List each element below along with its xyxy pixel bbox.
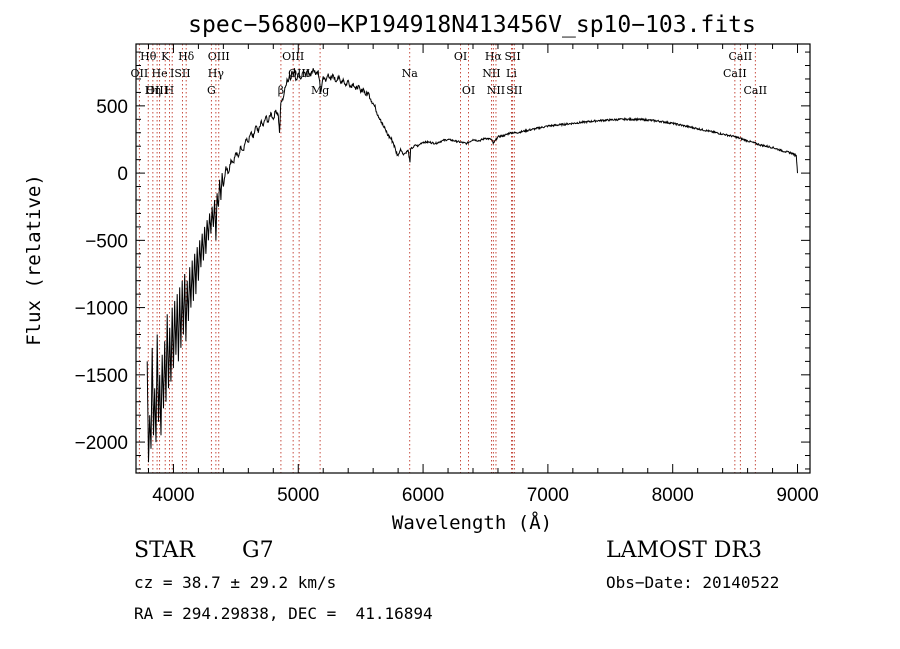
line-label-19: OI xyxy=(462,84,475,97)
axes: 4000 5000 6000 7000 8000 9000−2000−1500−1000−… xyxy=(75,43,819,506)
x-tick-label-7000: 7000 xyxy=(527,485,569,506)
series-line-0 xyxy=(146,68,798,463)
line-label-25: SII xyxy=(506,84,522,97)
line-label-13: OIII xyxy=(282,50,304,63)
y-axis-label: Flux (relative) xyxy=(23,174,45,346)
line-label-5: Hη xyxy=(145,84,161,97)
line-label-8: I xyxy=(170,67,174,80)
plot-frame xyxy=(135,43,811,474)
line-label-21: SII xyxy=(504,50,520,63)
line-label-6: H xyxy=(165,84,175,97)
y-tick-label--1000: −1000 xyxy=(75,299,128,320)
line-label-18: OI xyxy=(454,50,467,63)
obs-date: Obs−Date: 20140522 xyxy=(606,573,780,592)
x-tick-label-8000: 8000 xyxy=(652,485,694,506)
survey-name: LAMOST DR3 xyxy=(606,538,762,563)
y-tick-label-0: 0 xyxy=(117,164,128,185)
line-label-23: Li xyxy=(506,67,517,80)
line-label-26: CaII xyxy=(729,50,753,63)
y-tick-label--2000: −2000 xyxy=(75,433,128,454)
line-label-10: OIII xyxy=(208,50,230,63)
line-label-27: CaII xyxy=(723,67,747,80)
x-tick-label-6000: 6000 xyxy=(402,485,444,506)
line-label-24: NII xyxy=(487,84,505,97)
line-label-4: K xyxy=(161,50,170,63)
line-label-17: Na xyxy=(402,67,419,80)
y-tick-label--500: −500 xyxy=(85,231,128,252)
object-subclass: G7 xyxy=(242,538,274,563)
line-label-15: β xyxy=(278,84,284,97)
line-label-3: He xyxy=(152,67,168,80)
line-label-11: Hγ xyxy=(208,67,225,80)
x-tick-label-5000: 5000 xyxy=(277,485,319,506)
y-tick-label-500: 500 xyxy=(96,97,128,118)
chart-title: spec−56800−KP194918N413456V_sp10−103.fit… xyxy=(188,12,756,38)
x-tick-label-9000: 9000 xyxy=(776,485,818,506)
coordinates: RA = 294.29838, DEC = 41.16894 xyxy=(134,604,433,623)
line-label-28: CaII xyxy=(743,84,767,97)
object-class: STAR xyxy=(134,538,195,563)
line-label-1: OII xyxy=(131,67,149,80)
y-tick-label--1500: −1500 xyxy=(75,366,128,387)
line-label-22: NII xyxy=(482,67,500,80)
line-label-9: Hδ xyxy=(178,50,195,63)
line-label-20: Hα xyxy=(485,50,503,63)
x-axis-label: Wavelength (Å) xyxy=(392,511,552,534)
line-label-12: G xyxy=(207,84,216,97)
line-label-0: Hθ xyxy=(140,50,157,63)
line-label-7: SII xyxy=(174,67,190,80)
line-label-2: OIII xyxy=(146,84,168,97)
redshift-cz: cz = 38.7 ± 29.2 km/s xyxy=(134,573,337,592)
spectrum-series xyxy=(146,68,798,463)
x-tick-label-4000: 4000 xyxy=(152,485,194,506)
